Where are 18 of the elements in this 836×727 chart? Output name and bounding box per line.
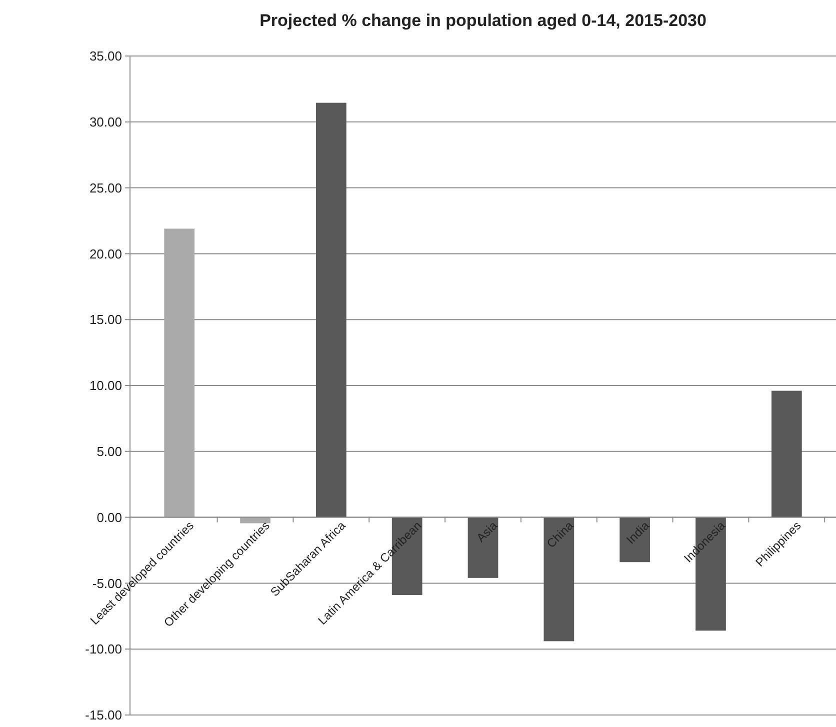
bar: [316, 102, 346, 518]
y-tick-label: 15.00: [89, 312, 122, 328]
y-tick-label: 30.00: [89, 114, 122, 130]
bar: [468, 517, 498, 578]
y-tick-label: 25.00: [89, 180, 122, 196]
chart-title: Projected % change in population aged 0-14, 2015-2030: [260, 11, 706, 30]
y-tick-label: 20.00: [89, 246, 122, 262]
bar: [771, 390, 802, 518]
x-tick-label: Asia: [474, 518, 500, 545]
bar: [164, 228, 195, 518]
y-tick-label: 5.00: [96, 444, 122, 459]
y-tick-label: 10.00: [89, 378, 122, 394]
y-tick-label: -10.00: [85, 642, 122, 657]
y-tick-label: 35.00: [89, 48, 122, 64]
y-tick-label: -15.00: [85, 708, 122, 723]
bar: [620, 517, 650, 562]
bar: [544, 517, 574, 642]
y-tick-label: 0.00: [96, 510, 122, 525]
